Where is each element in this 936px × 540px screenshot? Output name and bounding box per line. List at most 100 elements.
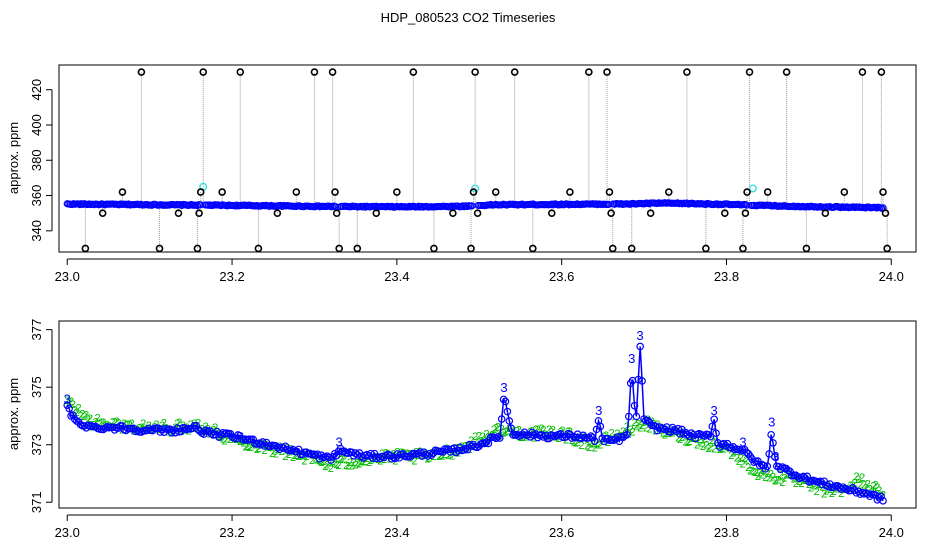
outlier-point bbox=[664, 188, 673, 196]
series-2-point: 2 bbox=[808, 483, 814, 495]
series-2-point: 2 bbox=[628, 424, 634, 436]
series-2-point: 2 bbox=[358, 456, 364, 468]
series-3-point bbox=[623, 430, 631, 439]
y-tick-label: 375 bbox=[29, 376, 44, 398]
series-2-point: 2 bbox=[474, 439, 480, 451]
series-3-point bbox=[330, 449, 339, 458]
series-3-point bbox=[735, 445, 743, 454]
series-2-point: 2 bbox=[472, 431, 478, 443]
series-2-point: 2 bbox=[408, 452, 414, 464]
series-2-point: 2 bbox=[351, 457, 357, 469]
outlier-point bbox=[547, 209, 556, 217]
outlier-point bbox=[195, 209, 203, 217]
series-2-point: 2 bbox=[100, 417, 106, 429]
outlier-point bbox=[430, 244, 438, 253]
series-2-point: 2 bbox=[157, 424, 163, 436]
series-2-point: 2 bbox=[89, 421, 95, 433]
series-2-point: 2 bbox=[76, 402, 82, 414]
series-2-point: 2 bbox=[389, 450, 395, 462]
outlier-point bbox=[802, 244, 811, 253]
series-2-point: 2 bbox=[677, 434, 683, 446]
series-2-point: 2 bbox=[590, 439, 596, 451]
series-2-point: 2 bbox=[398, 447, 404, 459]
series-2-point: 2 bbox=[482, 436, 488, 448]
series-2-point: 2 bbox=[485, 431, 491, 443]
series-2-point: 2 bbox=[265, 441, 271, 453]
series-2-point: 2 bbox=[690, 433, 696, 445]
series-2-point: 2 bbox=[546, 424, 552, 436]
series-2-point: 2 bbox=[334, 459, 340, 471]
series-3-point bbox=[363, 450, 371, 459]
series-2-point: 2 bbox=[747, 466, 753, 478]
series-3-point bbox=[533, 433, 542, 442]
series-2-point: 2 bbox=[662, 430, 668, 442]
series-2-point: 2 bbox=[298, 449, 304, 461]
series-3-point bbox=[391, 454, 400, 463]
series-3-label: 3 bbox=[336, 434, 343, 449]
series-2-point: 2 bbox=[685, 437, 691, 449]
series-3-point bbox=[165, 425, 174, 433]
series-3-point bbox=[590, 437, 599, 445]
series-3-point bbox=[294, 445, 303, 454]
x-tick-label: 23.8 bbox=[714, 269, 739, 284]
series-3-point bbox=[568, 434, 576, 442]
series-2-point: 2 bbox=[341, 453, 347, 465]
outlier-point bbox=[193, 244, 202, 253]
series-2-point: 2 bbox=[694, 439, 700, 451]
top-plot-frame bbox=[58, 64, 917, 253]
series-2-point: 2 bbox=[322, 461, 328, 473]
series-2-point: 2 bbox=[438, 450, 444, 462]
series-2-point: 2 bbox=[379, 448, 385, 460]
series-2-point: 2 bbox=[831, 486, 837, 498]
series-2-point: 2 bbox=[436, 451, 442, 463]
series-2-point: 2 bbox=[275, 444, 281, 456]
series-2-point: 2 bbox=[821, 488, 827, 500]
series-3-point bbox=[497, 415, 506, 423]
series-2-point: 2 bbox=[326, 458, 332, 470]
series-3-point bbox=[518, 430, 527, 439]
outlier-point bbox=[199, 68, 208, 76]
series-2-point: 2 bbox=[347, 457, 353, 469]
series-2-point: 2 bbox=[184, 422, 190, 434]
outlier-point bbox=[883, 244, 891, 253]
series-2-point: 2 bbox=[863, 482, 869, 494]
outlier-point bbox=[218, 188, 226, 196]
series-3-point bbox=[776, 465, 785, 474]
top-y-axis-label: approx. ppm bbox=[6, 122, 21, 194]
series-2-point: 2 bbox=[231, 433, 237, 445]
series-2-point: 2 bbox=[798, 478, 804, 490]
series-3-point bbox=[613, 433, 622, 441]
series-3-point bbox=[351, 449, 360, 457]
series-3-point bbox=[524, 431, 533, 439]
series-2-point: 2 bbox=[814, 486, 820, 498]
series-2-point: 2 bbox=[852, 477, 858, 489]
series-2-point: 2 bbox=[354, 457, 360, 469]
series-2-point: 2 bbox=[387, 454, 393, 466]
series-3-point bbox=[659, 424, 667, 432]
series-2-point: 2 bbox=[762, 472, 768, 484]
series-2-point: 2 bbox=[772, 475, 778, 487]
series-3-point bbox=[499, 395, 508, 404]
series-3-point bbox=[101, 424, 109, 432]
series-3-point bbox=[192, 421, 201, 430]
series-2-point: 2 bbox=[315, 455, 321, 467]
series-2-point: 2 bbox=[335, 460, 341, 472]
outlier-point bbox=[840, 188, 849, 196]
series-2-point: 2 bbox=[770, 471, 776, 483]
series-2-point: 2 bbox=[483, 428, 489, 440]
series-3-point bbox=[704, 430, 713, 439]
series-2-point: 2 bbox=[704, 440, 710, 452]
outlier-point bbox=[473, 209, 482, 217]
series-3-point bbox=[494, 433, 502, 441]
outlier-point bbox=[529, 244, 537, 253]
series-2-point: 2 bbox=[700, 441, 706, 453]
series-2-point: 2 bbox=[779, 477, 785, 489]
series-2-point: 2 bbox=[110, 417, 116, 429]
series-2-point: 2 bbox=[446, 450, 452, 462]
series-2-point: 2 bbox=[95, 412, 101, 424]
series-2-point: 2 bbox=[501, 428, 507, 440]
outlier-point bbox=[353, 244, 362, 253]
series-3-point bbox=[249, 435, 257, 444]
series-3-point bbox=[835, 483, 844, 492]
series-2-point: 2 bbox=[785, 469, 791, 481]
